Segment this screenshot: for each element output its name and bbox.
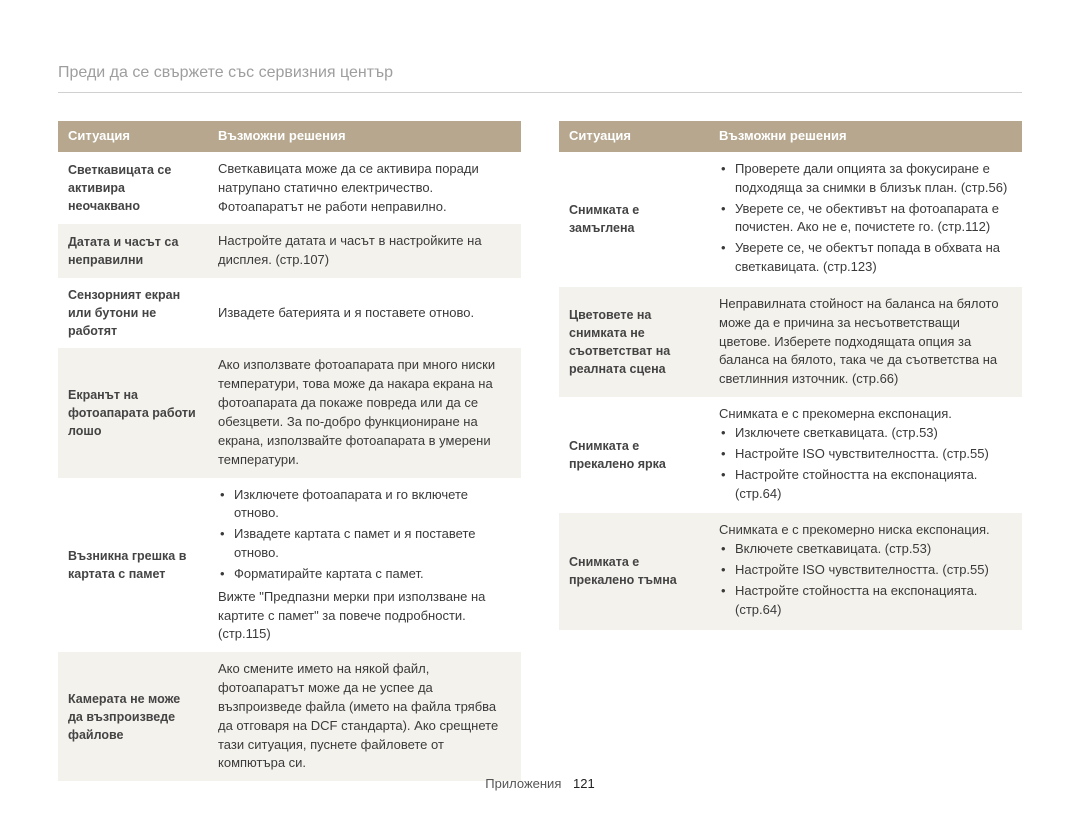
- solution-cell: Извадете батерията и я поставете отново.: [208, 278, 521, 348]
- bullet-list: Изключете светкавицата. (стр.53) Настрой…: [719, 424, 1012, 503]
- bullet-list: Включете светкавицата. (стр.53) Настройт…: [719, 540, 1012, 619]
- situation-cell: Снимката е прекалено ярка: [559, 397, 709, 513]
- solution-cell: Светкавицата може да се активира поради …: [208, 152, 521, 225]
- list-item: Уверете се, че обектът попада в обхвата …: [719, 239, 1012, 277]
- bullet-list: Проверете дали опцията за фокусиране е п…: [719, 160, 1012, 277]
- situation-cell: Снимката е замъглена: [559, 152, 709, 287]
- table-header-row: Ситуация Възможни решения: [58, 121, 521, 152]
- page-footer: Приложения 121: [0, 776, 1080, 791]
- situation-cell: Сензорният екран или бутони не работят: [58, 278, 208, 348]
- situation-cell: Възникна грешка в картата с памет: [58, 478, 208, 653]
- list-item: Настройте стойността на експонацията. (с…: [719, 582, 1012, 620]
- situation-cell: Цветовете на снимката не съответстват на…: [559, 287, 709, 397]
- table-row: Снимката е прекалено ярка Снимката е с п…: [559, 397, 1022, 513]
- situation-cell: Камерата не може да възпроизведе файлове: [58, 652, 208, 781]
- bullet-list: Изключете фотоапарата и го включете отно…: [218, 486, 511, 584]
- solution-cell: Изключете фотоапарата и го включете отно…: [208, 478, 521, 653]
- list-item: Уверете се, че обективът на фотоапарата …: [719, 200, 1012, 238]
- header-situation: Ситуация: [58, 121, 208, 152]
- situation-cell: Светкавицата се активира неочаквано: [58, 152, 208, 225]
- solution-cell: Настройте датата и часът в настройките н…: [208, 224, 521, 278]
- content-columns: Ситуация Възможни решения Светкавицата с…: [58, 121, 1022, 781]
- list-item: Настройте ISO чувствителността. (стр.55): [719, 561, 1012, 580]
- table-row: Камерата не може да възпроизведе файлове…: [58, 652, 521, 781]
- header-situation: Ситуация: [559, 121, 709, 152]
- table-row: Сензорният екран или бутони не работят И…: [58, 278, 521, 348]
- page-number: 121: [573, 776, 595, 791]
- solution-cell: Снимката е с прекомерна експонация. Изкл…: [709, 397, 1022, 513]
- troubleshoot-table-left: Ситуация Възможни решения Светкавицата с…: [58, 121, 521, 781]
- table-row: Датата и часът са неправилни Настройте д…: [58, 224, 521, 278]
- solution-cell: Ако използвате фотоапарата при много нис…: [208, 348, 521, 477]
- situation-cell: Датата и часът са неправилни: [58, 224, 208, 278]
- paragraph: Снимката е с прекомерна експонация.: [719, 405, 1012, 424]
- paragraph: Вижте "Предпазни мерки при използване на…: [218, 588, 511, 645]
- list-item: Изключете светкавицата. (стр.53): [719, 424, 1012, 443]
- list-item: Извадете картата с памет и я поставете о…: [218, 525, 511, 563]
- list-item: Настройте стойността на експонацията. (с…: [719, 466, 1012, 504]
- table-row: Снимката е замъглена Проверете дали опци…: [559, 152, 1022, 287]
- left-column: Ситуация Възможни решения Светкавицата с…: [58, 121, 521, 781]
- table-row: Възникна грешка в картата с памет Изключ…: [58, 478, 521, 653]
- footer-label: Приложения: [485, 776, 561, 791]
- header-solutions: Възможни решения: [709, 121, 1022, 152]
- table-row: Светкавицата се активира неочаквано Свет…: [58, 152, 521, 225]
- table-row: Екранът на фотоапарата работи лошо Ако и…: [58, 348, 521, 477]
- header-solutions: Възможни решения: [208, 121, 521, 152]
- page-title: Преди да се свържете със сервизния центъ…: [58, 64, 1022, 93]
- situation-cell: Екранът на фотоапарата работи лошо: [58, 348, 208, 477]
- solution-cell: Неправилната стойност на баланса на бяло…: [709, 287, 1022, 397]
- solution-cell: Ако смените името на някой файл, фотоапа…: [208, 652, 521, 781]
- paragraph: Снимката е с прекомерно ниска експонация…: [719, 521, 1012, 540]
- list-item: Включете светкавицата. (стр.53): [719, 540, 1012, 559]
- list-item: Проверете дали опцията за фокусиране е п…: [719, 160, 1012, 198]
- list-item: Настройте ISO чувствителността. (стр.55): [719, 445, 1012, 464]
- situation-cell: Снимката е прекалено тъмна: [559, 513, 709, 629]
- solution-cell: Снимката е с прекомерно ниска експонация…: [709, 513, 1022, 629]
- table-header-row: Ситуация Възможни решения: [559, 121, 1022, 152]
- table-row: Цветовете на снимката не съответстват на…: [559, 287, 1022, 397]
- list-item: Изключете фотоапарата и го включете отно…: [218, 486, 511, 524]
- troubleshoot-table-right: Ситуация Възможни решения Снимката е зам…: [559, 121, 1022, 630]
- solution-cell: Проверете дали опцията за фокусиране е п…: [709, 152, 1022, 287]
- table-row: Снимката е прекалено тъмна Снимката е с …: [559, 513, 1022, 629]
- list-item: Форматирайте картата с памет.: [218, 565, 511, 584]
- right-column: Ситуация Възможни решения Снимката е зам…: [559, 121, 1022, 781]
